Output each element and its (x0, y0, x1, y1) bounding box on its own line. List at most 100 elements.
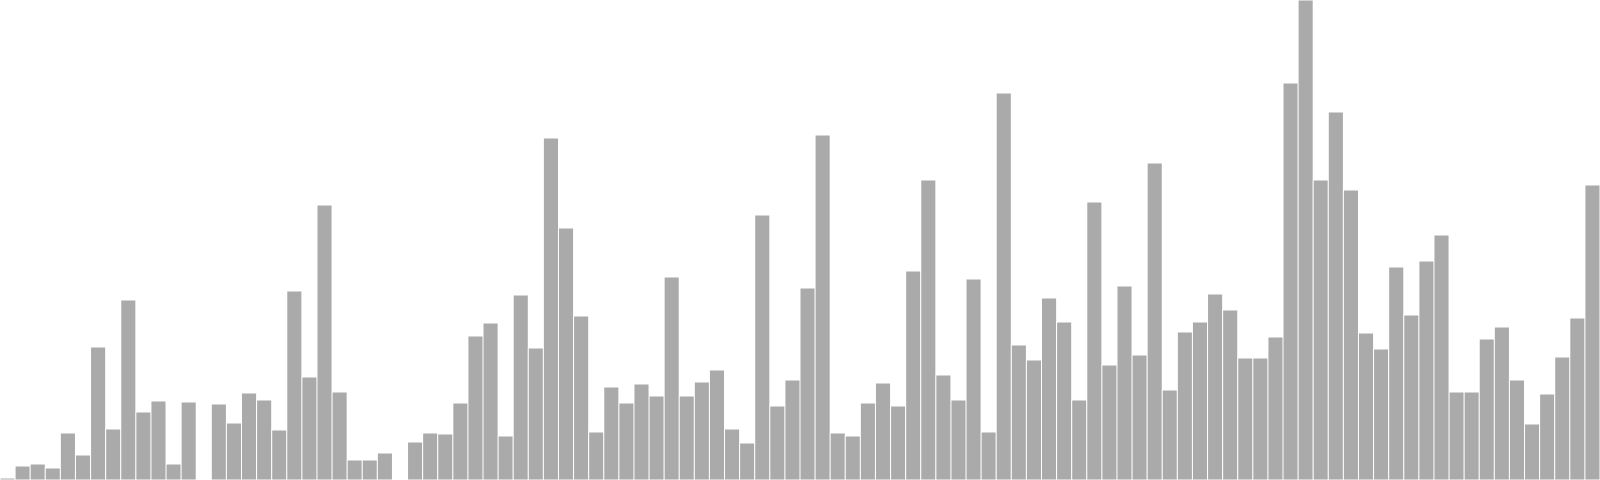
bar-30 (452, 402, 469, 480)
bar-102 (1539, 393, 1556, 480)
bar-50 (754, 214, 771, 480)
bar-59 (890, 405, 907, 480)
bar-56 (844, 435, 861, 480)
bar-15 (225, 422, 243, 480)
bar-104 (1569, 317, 1586, 480)
bar-61 (920, 179, 937, 480)
bar-99 (1493, 326, 1510, 480)
bar-11 (165, 463, 182, 480)
bar-65 (980, 431, 997, 480)
bar-84 (1267, 336, 1284, 480)
bar-81 (1222, 309, 1239, 480)
bar-17 (256, 399, 273, 480)
bar-46 (693, 381, 710, 480)
bar-76 (1146, 162, 1163, 480)
bar-20 (301, 376, 318, 480)
bar-88 (1327, 111, 1344, 480)
bar-52 (784, 379, 801, 480)
bar-83 (1252, 357, 1269, 480)
bar-86 (1297, 0, 1314, 480)
bar-78 (1176, 331, 1193, 480)
bar-55 (829, 432, 846, 480)
bar-5 (74, 454, 92, 480)
bar-53 (799, 287, 816, 480)
bar-7 (105, 428, 122, 480)
bar-9 (135, 411, 152, 480)
bar-42 (633, 383, 650, 480)
bar-22 (331, 391, 348, 480)
bar-96 (1448, 391, 1465, 480)
bar-66 (995, 92, 1012, 480)
bar-32 (482, 322, 499, 480)
bar-43 (648, 395, 665, 480)
bar-68 (1025, 359, 1043, 480)
bar-103 (1554, 356, 1571, 480)
bar-89 (1342, 189, 1359, 480)
bar-45 (678, 395, 695, 480)
bar-48 (724, 428, 741, 480)
bar-92 (1388, 266, 1405, 480)
bar-12 (180, 401, 197, 480)
bar-47 (708, 369, 726, 480)
bar-6 (90, 346, 107, 480)
bar-27 (407, 441, 424, 480)
bar-38 (573, 315, 590, 480)
bar-67 (1010, 344, 1027, 480)
bar-101 (1524, 423, 1541, 480)
bar-1 (14, 465, 31, 480)
bar-36 (542, 137, 559, 480)
bar-21 (316, 204, 333, 480)
bar-93 (1403, 314, 1420, 480)
bar-34 (512, 294, 529, 480)
bar-77 (1161, 389, 1178, 480)
bar-97 (1463, 391, 1480, 480)
bar-98 (1478, 338, 1495, 480)
bar-54 (814, 134, 831, 480)
bar-94 (1418, 260, 1435, 480)
bar-40 (603, 386, 620, 480)
bar-69 (1041, 297, 1058, 480)
bar-63 (950, 399, 967, 480)
bar-71 (1071, 399, 1088, 480)
bar-23 (346, 459, 363, 480)
bar-8 (120, 299, 137, 480)
bar-79 (1191, 321, 1209, 480)
bar-72 (1086, 201, 1103, 480)
bar-24 (361, 459, 378, 480)
bar-4 (59, 432, 76, 480)
bar-25 (376, 452, 393, 480)
bar-41 (618, 402, 635, 480)
bar-85 (1282, 82, 1299, 480)
bar-62 (935, 374, 952, 480)
bar-95 (1433, 234, 1450, 480)
bar-3 (44, 467, 61, 480)
bar-29 (437, 433, 454, 480)
bar-64 (965, 278, 982, 480)
bar-31 (467, 335, 484, 480)
bar-87 (1312, 179, 1329, 480)
bar-19 (286, 290, 303, 480)
bar-58 (874, 382, 892, 480)
bar-44 (663, 276, 680, 480)
bar-35 (527, 347, 544, 480)
bar-73 (1101, 364, 1118, 480)
bar-82 (1237, 357, 1254, 480)
bar-60 (905, 270, 922, 480)
bar-100 (1508, 379, 1526, 480)
bar-39 (588, 431, 605, 480)
bar-91 (1373, 348, 1390, 480)
bar-37 (557, 227, 575, 480)
bar-57 (859, 402, 876, 480)
bar-28 (422, 432, 439, 480)
bar-105 (1584, 184, 1600, 480)
bar-18 (271, 429, 288, 480)
bar-75 (1131, 354, 1148, 480)
bar-14 (210, 403, 227, 480)
bar-49 (739, 442, 756, 480)
bar-80 (1207, 293, 1224, 480)
bar-51 (769, 405, 786, 480)
bar-90 (1357, 332, 1375, 480)
bar-2 (29, 463, 46, 480)
